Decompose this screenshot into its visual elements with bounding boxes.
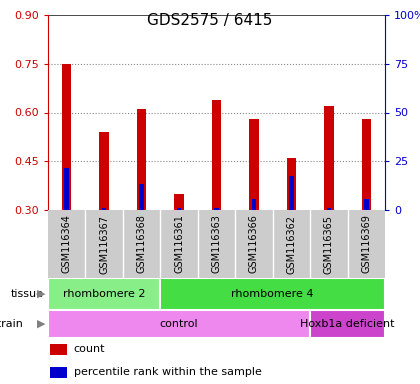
Text: GSM116366: GSM116366	[249, 215, 259, 273]
Bar	[160, 278, 385, 310]
Bar	[65, 168, 69, 210]
Text: strain: strain	[0, 319, 23, 329]
Bar	[62, 64, 71, 210]
Bar	[48, 310, 310, 338]
Bar	[249, 119, 259, 210]
Text: GSM116362: GSM116362	[286, 215, 297, 273]
Bar	[139, 184, 144, 210]
Text: GSM116365: GSM116365	[324, 215, 334, 273]
Text: ▶: ▶	[37, 319, 46, 329]
Bar	[287, 158, 296, 210]
Text: control: control	[160, 319, 198, 329]
Text: GSM116367: GSM116367	[99, 215, 109, 273]
Text: rhombomere 4: rhombomere 4	[231, 289, 314, 299]
Text: GDS2575 / 6415: GDS2575 / 6415	[147, 13, 273, 28]
Bar	[48, 278, 160, 310]
Text: ▶: ▶	[37, 289, 46, 299]
Bar	[50, 366, 67, 378]
Text: Hoxb1a deficient: Hoxb1a deficient	[300, 319, 395, 329]
Bar	[174, 194, 184, 210]
Text: GSM116361: GSM116361	[174, 215, 184, 273]
Text: count: count	[74, 344, 105, 354]
Text: percentile rank within the sample: percentile rank within the sample	[74, 367, 261, 377]
Text: rhombomere 2: rhombomere 2	[63, 289, 145, 299]
Bar	[327, 209, 331, 210]
Bar	[214, 209, 219, 210]
Bar	[289, 176, 294, 210]
Bar	[100, 132, 109, 210]
Bar	[102, 209, 106, 210]
Bar	[212, 99, 221, 210]
Text: GSM116368: GSM116368	[136, 215, 147, 273]
Bar	[364, 199, 368, 210]
Bar	[324, 106, 333, 210]
Text: GSM116369: GSM116369	[361, 215, 371, 273]
Text: GSM116363: GSM116363	[212, 215, 221, 273]
Bar	[177, 209, 181, 210]
Bar	[310, 310, 385, 338]
Text: tissue: tissue	[11, 289, 44, 299]
Bar	[362, 119, 371, 210]
Bar	[137, 109, 146, 210]
Bar	[252, 199, 256, 210]
Text: GSM116364: GSM116364	[62, 215, 72, 273]
Bar	[50, 344, 67, 355]
